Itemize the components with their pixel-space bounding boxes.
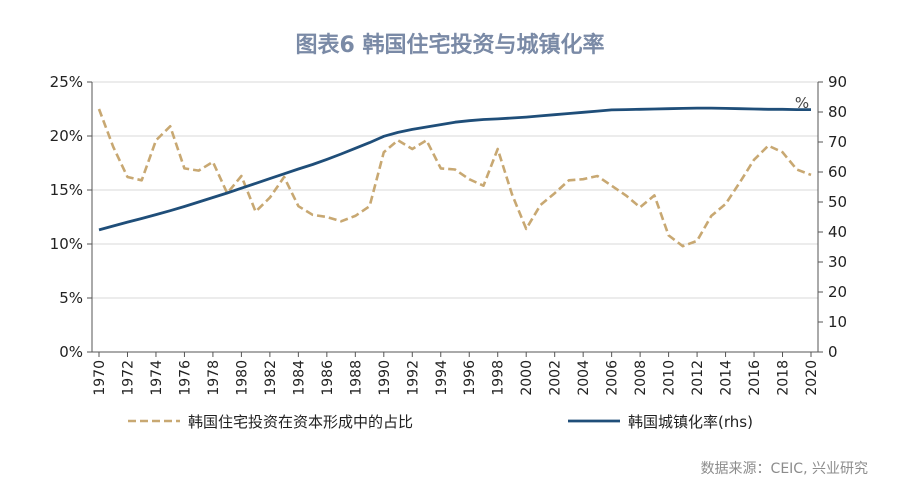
x-tick-label: 1996 <box>462 360 478 396</box>
left-tick-label: 10% <box>50 235 83 253</box>
right-tick-label: 90 <box>828 73 847 91</box>
left-tick-label: 25% <box>50 73 83 91</box>
x-tick-label: 2012 <box>690 360 706 396</box>
x-tick-label: 2016 <box>747 360 763 396</box>
chart-title: 图表6 韩国住宅投资与城镇化率 <box>296 32 605 58</box>
gridlines <box>92 81 818 299</box>
x-tick-label: 1984 <box>291 360 307 396</box>
left-tick-label: 0% <box>59 343 83 361</box>
right-tick-label: 50 <box>828 193 847 211</box>
x-tick-label: 1976 <box>177 360 193 396</box>
right-tick-label: 70 <box>828 133 847 151</box>
x-tick-label: 2004 <box>576 360 592 396</box>
left-tick-label: 15% <box>50 181 83 199</box>
x-tick-label: 1992 <box>405 360 421 396</box>
x-tick-label: 1988 <box>348 360 364 396</box>
series-line-urbanization-rate <box>98 106 811 232</box>
right-axis-ticks: 0 10 20 30 40 50 60 70 80 90 <box>818 73 847 361</box>
left-tick-label: 5% <box>59 289 83 307</box>
x-tick-label: 1974 <box>149 360 165 396</box>
right-tick-label: 40 <box>828 223 847 241</box>
right-tick-label: 80 <box>828 103 847 121</box>
x-tick-label: 1990 <box>377 360 393 396</box>
right-tick-label: 20 <box>828 283 847 301</box>
x-tick-label: 1982 <box>263 360 279 396</box>
source-note: 数据来源：CEIC, 兴业研究 <box>701 461 868 477</box>
left-axis-ticks: 0% 5% 10% 15% 20% 25% <box>50 73 92 361</box>
right-axis-unit: % <box>795 94 809 112</box>
left-tick-label: 20% <box>50 127 83 145</box>
x-tick-label: 2000 <box>519 360 535 396</box>
x-tick-label: 2010 <box>662 360 678 396</box>
right-tick-label: 30 <box>828 253 847 271</box>
x-tick-label: 1980 <box>234 360 250 396</box>
x-tick-label: 1970 <box>92 360 108 396</box>
series-line-housing-investment-share <box>97 108 812 248</box>
x-tick-label: 1978 <box>206 360 222 396</box>
x-tick-label: 1972 <box>120 360 136 396</box>
x-tick-label: 2018 <box>776 360 792 396</box>
x-tick-label: 2014 <box>719 360 735 396</box>
x-tick-label: 1998 <box>491 360 507 396</box>
right-tick-label: 10 <box>828 313 847 331</box>
x-tick-label: 2006 <box>605 360 621 396</box>
right-tick-label: 0 <box>828 343 838 361</box>
series-lines <box>97 106 812 248</box>
x-tick-label: 2020 <box>804 360 820 396</box>
x-tick-label: 2002 <box>548 360 564 396</box>
x-tick-label: 1986 <box>320 360 336 396</box>
legend-label: 韩国住宅投资在资本形成中的占比 <box>188 413 413 431</box>
legend-label: 韩国城镇化率(rhs) <box>628 413 753 431</box>
right-tick-label: 60 <box>828 163 847 181</box>
x-tick-label: 2008 <box>633 360 649 396</box>
x-axis-ticks: 1970 1972 1974 1976 1978 1980 1982 1984 1986 1988… <box>92 352 820 396</box>
legend: 韩国住宅投资在资本形成中的占比 韩国城镇化率(rhs) <box>128 413 753 431</box>
x-tick-label: 1994 <box>434 360 450 396</box>
